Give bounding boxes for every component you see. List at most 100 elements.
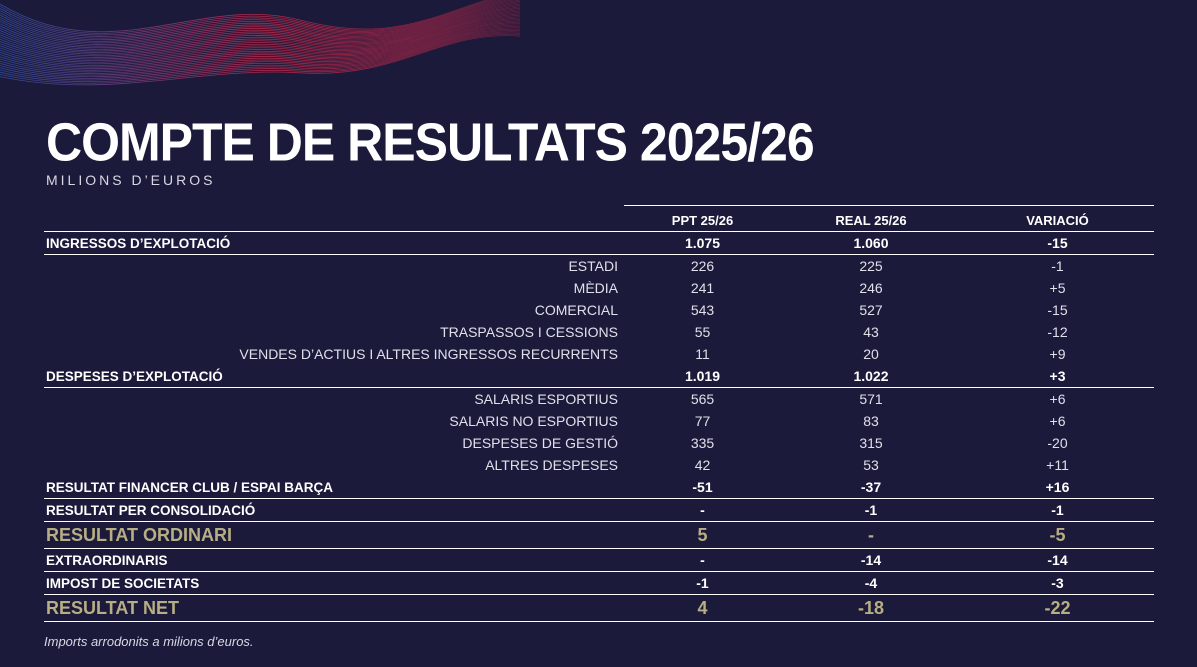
table-row: IMPOST DE SOCIETATS -1 -4 -3 (44, 571, 1154, 595)
ppt-value: 1.075 (624, 231, 781, 255)
ppt-value: -51 (624, 476, 781, 499)
variacio-value: -15 (961, 231, 1154, 255)
wave-line (0, 9, 520, 55)
column-header-ppt: PPT 25/26 (624, 205, 781, 232)
real-value: 20 (863, 346, 879, 362)
row-label: DESPESES DE GESTIÓ (462, 435, 618, 451)
real-value: 1.022 (781, 365, 961, 388)
table-row: RESULTAT PER CONSOLIDACIÓ - -1 -1 (44, 498, 1154, 522)
real-value: 43 (863, 324, 879, 340)
ppt-value: 1.019 (624, 365, 781, 388)
table-row: DESPESES DE GESTIÓ 335 315 -20 (44, 432, 1154, 454)
wave-line (0, 24, 520, 73)
row-label: INGRESSOS D’EXPLOTACIÓ (44, 231, 624, 255)
table-row: SALARIS ESPORTIUS 565 571 +6 (44, 388, 1154, 411)
real-value: -14 (781, 548, 961, 572)
table-row: MÈDIA 241 246 +5 (44, 277, 1154, 299)
wave-line (0, 23, 520, 71)
table-row: INGRESSOS D’EXPLOTACIÓ 1.075 1.060 -15 (44, 231, 1154, 255)
wave-line (0, 6, 520, 52)
table-row: ALTRES DESPESES 42 53 +11 (44, 454, 1154, 476)
wave-line (0, 2, 520, 47)
wave-line (0, 16, 520, 63)
real-value: 225 (859, 258, 883, 274)
variacio-value: +9 (1049, 346, 1066, 362)
ppt-value: 77 (694, 413, 711, 429)
variacio-value: +5 (1049, 280, 1066, 296)
income-statement-table: PPT 25/26 REAL 25/26 VARIACIÓ INGRESSOS … (44, 205, 1154, 622)
row-label: RESULTAT NET (44, 594, 624, 622)
real-value: 315 (859, 435, 883, 451)
page-subtitle: MILIONS D’EUROS (46, 172, 216, 188)
ppt-value: 543 (690, 302, 715, 318)
row-label: SALARIS NO ESPORTIUS (449, 413, 618, 429)
wave-line (0, 0, 515, 42)
wave-line (0, 33, 520, 84)
page-title: COMPTE DE RESULTATS 2025/26 (46, 112, 815, 173)
variacio-value: +6 (1049, 391, 1066, 407)
footnote: Imports arrodonits a milions d’euros. (44, 634, 254, 649)
variacio-value: +11 (1046, 457, 1069, 473)
table-row: RESULTAT ORDINARI 5- -5 (44, 521, 1154, 549)
row-label: SALARIS ESPORTIUS (474, 391, 618, 407)
ppt-value: -1 (624, 571, 781, 595)
real-value: -37 (781, 476, 961, 499)
real-value: -1 (781, 498, 961, 522)
column-header-real: REAL 25/26 (781, 205, 961, 232)
variacio-value: -3 (961, 571, 1154, 595)
real-value: 83 (863, 413, 879, 429)
wave-line (0, 20, 520, 68)
wave-line (0, 5, 520, 50)
table-row: EXTRAORDINARIS - -14 -14 (44, 548, 1154, 572)
wave-line (0, 0, 520, 44)
row-label: COMERCIAL (534, 302, 618, 318)
decorative-wave-graphic (0, 0, 520, 86)
ppt-value: 335 (690, 435, 715, 451)
variacio-value: -14 (961, 548, 1154, 572)
table-row: DESPESES D’EXPLOTACIÓ 1.019 1.022 +3 (44, 365, 1154, 388)
variacio-value: -20 (1047, 435, 1068, 451)
wave-line (0, 31, 520, 81)
table-row: COMERCIAL 543 527 -15 (44, 299, 1154, 321)
wave-line (0, 25, 520, 74)
real-value: 571 (859, 391, 883, 407)
column-header-variacio: VARIACIÓ (961, 205, 1154, 232)
wave-line (0, 3, 520, 49)
ppt-value: 42 (694, 457, 711, 473)
real-value: -4 (781, 571, 961, 595)
real-value: 527 (859, 302, 883, 318)
wave-line (0, 14, 520, 61)
row-label: MÈDIA (573, 280, 618, 296)
wave-line (0, 0, 488, 33)
table-row: VENDES D’ACTIUS I ALTRES INGRESSOS RECUR… (44, 343, 1154, 365)
real-value: 246 (859, 280, 883, 296)
real-value: 53 (863, 457, 879, 473)
wave-line (0, 0, 499, 37)
variacio-value: +16 (961, 476, 1154, 499)
header-empty (44, 206, 624, 232)
real-value: 1.060 (781, 231, 961, 255)
wave-line (0, 0, 520, 45)
wave-line (0, 10, 520, 57)
wave-line (0, 7, 520, 53)
row-label: IMPOST DE SOCIETATS (44, 571, 624, 595)
ppt-value: 11 (695, 346, 710, 362)
row-label: DESPESES D’EXPLOTACIÓ (44, 365, 624, 388)
ppt-value: 5 (624, 521, 781, 549)
wave-line (0, 32, 520, 83)
variacio-value: -1 (961, 498, 1154, 522)
ppt-value: 4 (624, 594, 781, 622)
wave-line (0, 0, 509, 41)
variacio-value: -12 (1047, 324, 1068, 340)
table-row: ESTADI 226 225 -1 (44, 255, 1154, 278)
row-label: TRASPASSOS I CESSIONS (440, 324, 618, 340)
row-label: RESULTAT ORDINARI (44, 521, 624, 549)
wave-line (0, 21, 520, 70)
wave-line (0, 28, 520, 78)
row-label: ALTRES DESPESES (485, 457, 618, 473)
variacio-value: -1 (1051, 258, 1064, 274)
table-row: SALARIS NO ESPORTIUS 77 83 +6 (44, 410, 1154, 432)
variacio-value: -15 (1047, 302, 1068, 318)
row-label: RESULTAT FINANCER CLUB / ESPAI BARÇA (44, 476, 624, 499)
row-label: ESTADI (568, 258, 618, 274)
